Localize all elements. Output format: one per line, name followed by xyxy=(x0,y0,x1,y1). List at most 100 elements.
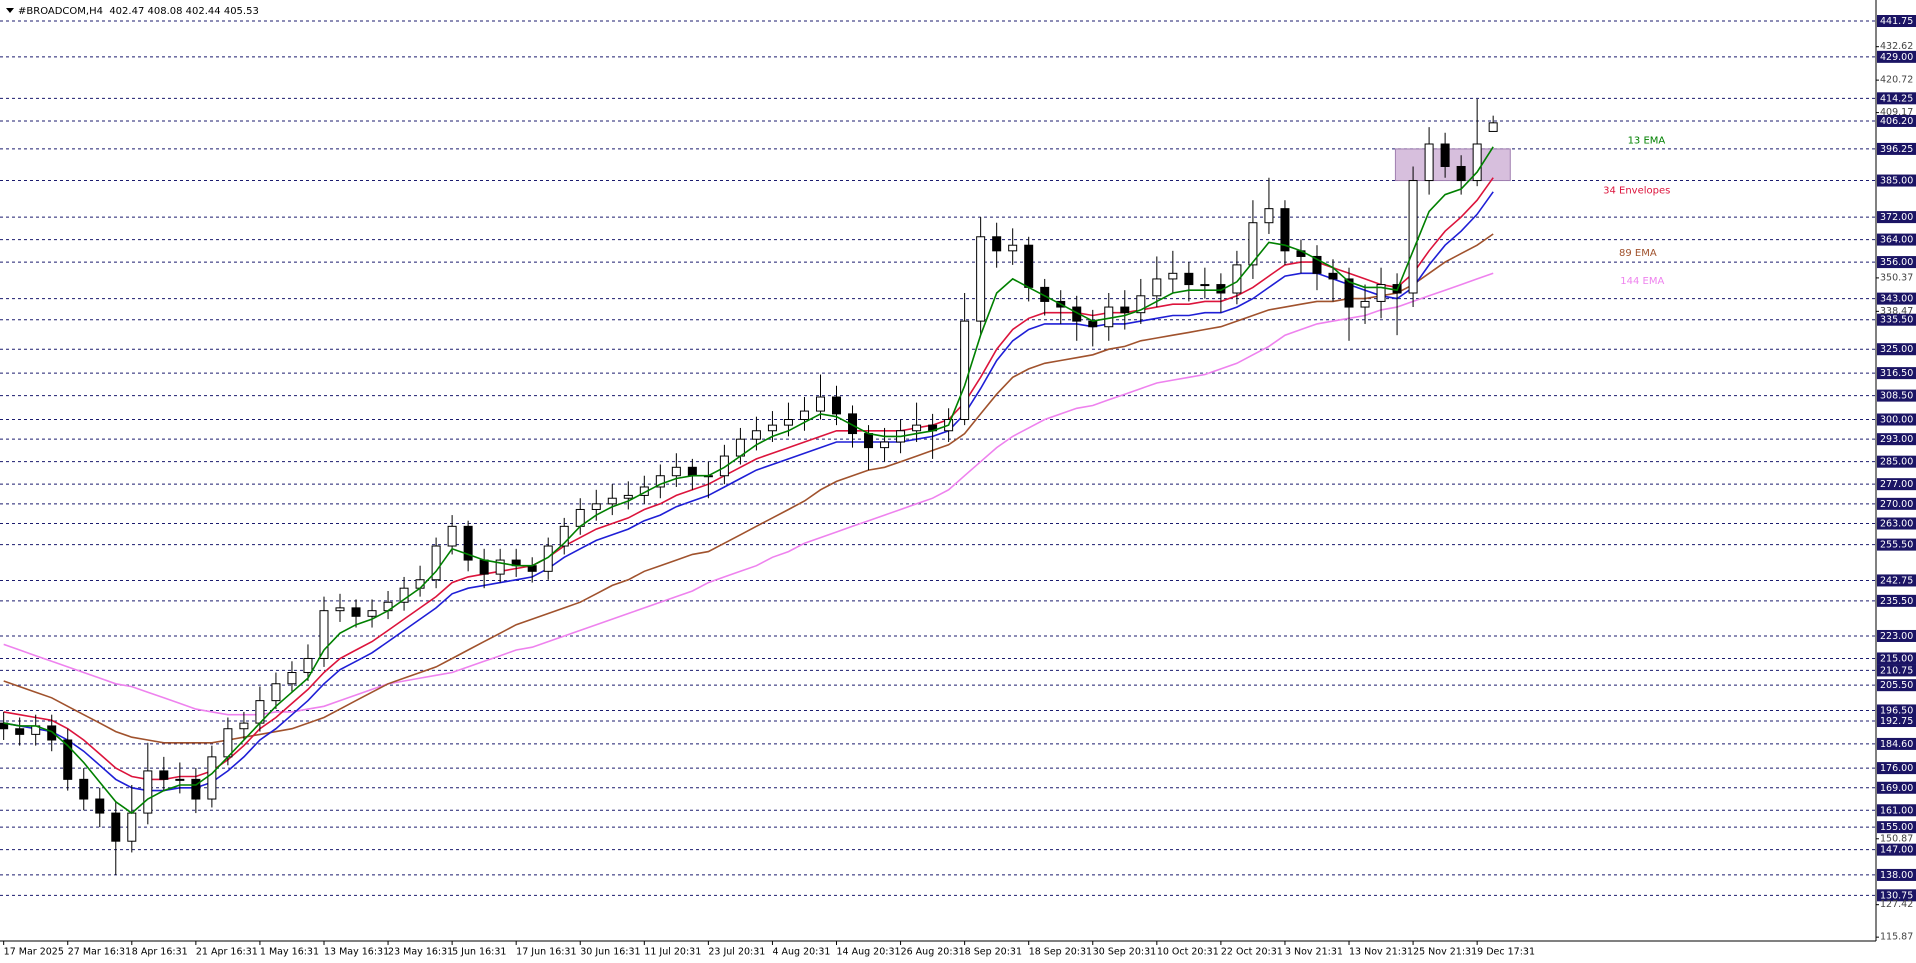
x-tick-label: 30 Jun 16:31 xyxy=(580,947,640,958)
x-tick-label: 22 Oct 20:31 xyxy=(1221,947,1283,958)
candle-body xyxy=(287,672,297,685)
candle-body xyxy=(95,798,105,814)
candle-body xyxy=(415,579,425,589)
level-label-box xyxy=(1877,781,1916,794)
envelope-lower xyxy=(3,191,1494,792)
x-tick-label: 25 Nov 21:31 xyxy=(1413,947,1477,958)
series-annotation: 13 EMA xyxy=(1628,136,1666,147)
x-tick-label: 30 Sep 20:31 xyxy=(1093,947,1156,958)
x-tick-label: 5 Jun 16:31 xyxy=(452,947,506,958)
candle-body xyxy=(864,433,874,449)
candle-body xyxy=(303,657,313,674)
candle-body xyxy=(143,770,153,814)
level-label-box xyxy=(1877,233,1916,246)
level-label-box xyxy=(1877,389,1916,402)
level-label-box xyxy=(1877,843,1916,856)
y-tick-label: 409.17 xyxy=(1880,107,1913,118)
level-label-box xyxy=(1877,679,1916,692)
level-label: 385.00 xyxy=(1880,176,1913,187)
level-label: 138.00 xyxy=(1880,870,1913,881)
x-tick-label: 4 Aug 20:31 xyxy=(772,947,830,958)
level-label-box xyxy=(1877,142,1916,155)
candle-body xyxy=(367,610,377,617)
level-label: 215.00 xyxy=(1880,653,1913,664)
x-tick-label: 27 Mar 16:31 xyxy=(68,947,131,958)
candle-body xyxy=(527,565,537,572)
candle-body xyxy=(1232,264,1242,294)
level-label: 372.00 xyxy=(1880,212,1913,223)
candle-body xyxy=(175,778,185,781)
candle-body xyxy=(1344,278,1354,308)
candle-body xyxy=(1424,143,1434,182)
level-label: 147.00 xyxy=(1880,845,1913,856)
level-label: 270.00 xyxy=(1880,499,1913,510)
level-label-box xyxy=(1877,889,1916,902)
candle-body xyxy=(15,728,25,735)
level-label-box xyxy=(1877,92,1916,105)
level-label: 235.50 xyxy=(1880,596,1913,607)
level-label-box xyxy=(1877,367,1916,380)
level-label-box xyxy=(1877,343,1916,356)
level-label: 205.50 xyxy=(1880,680,1913,691)
candle-body xyxy=(495,559,505,575)
level-label-box xyxy=(1877,174,1916,187)
level-label: 343.00 xyxy=(1880,294,1913,305)
x-tick-label: 3 Nov 21:31 xyxy=(1285,947,1343,958)
x-tick-label: 14 Aug 20:31 xyxy=(837,947,901,958)
candle-body xyxy=(351,607,361,617)
level-label-box xyxy=(1877,478,1916,491)
x-tick-label: 11 Jul 20:31 xyxy=(644,947,701,958)
y-tick-label: 420.72 xyxy=(1880,75,1913,86)
candle-body xyxy=(1360,300,1370,308)
candle-body xyxy=(976,236,986,322)
y-tick-label: 115.87 xyxy=(1880,932,1913,943)
y-tick-label: 150.87 xyxy=(1880,833,1913,844)
level-label: 429.00 xyxy=(1880,52,1913,63)
candle-body xyxy=(783,419,793,426)
level-label: 414.25 xyxy=(1880,93,1913,104)
level-label-box xyxy=(1877,292,1916,305)
candle-body xyxy=(1152,278,1162,297)
candle-body xyxy=(1168,272,1178,280)
candle-body xyxy=(767,424,777,432)
y-tick-label: 127.42 xyxy=(1880,899,1913,910)
level-label-box xyxy=(1877,433,1916,446)
candle-body xyxy=(1472,143,1482,182)
x-tick-label: 9 Dec 17:31 xyxy=(1477,947,1535,958)
candle-body xyxy=(47,725,57,741)
candle-body xyxy=(960,320,970,421)
level-label: 364.00 xyxy=(1880,235,1913,246)
level-label-box xyxy=(1877,594,1916,607)
candle-body xyxy=(1312,255,1322,274)
candle-body xyxy=(159,770,169,780)
candle-body xyxy=(431,545,441,581)
candle-body xyxy=(1120,306,1130,314)
candle-body xyxy=(239,722,249,730)
level-label-box xyxy=(1877,538,1916,551)
level-label-box xyxy=(1877,704,1916,717)
chart-title: #BROADCOM,H4 402.47 408.08 402.44 405.53 xyxy=(18,6,259,17)
x-tick-label: 8 Apr 16:31 xyxy=(132,947,188,958)
candle-body xyxy=(63,739,73,780)
ema-line xyxy=(3,272,1494,716)
y-tick-label: 432.62 xyxy=(1880,41,1913,52)
candle-body xyxy=(1008,244,1018,252)
candle-body xyxy=(335,607,345,612)
x-tick-label: 13 May 16:31 xyxy=(324,947,389,958)
x-tick-label: 23 May 16:31 xyxy=(388,947,453,958)
candle-body xyxy=(832,396,842,415)
menu-triangle xyxy=(6,8,14,13)
candle-body xyxy=(0,722,9,730)
level-label: 293.00 xyxy=(1880,434,1913,445)
candle-body xyxy=(223,728,233,758)
envelope-upper xyxy=(3,177,1494,781)
level-label: 210.75 xyxy=(1880,665,1913,676)
x-tick-label: 17 Mar 2025 xyxy=(4,947,64,958)
x-tick-label: 18 Sep 20:31 xyxy=(1029,947,1092,958)
candle-body xyxy=(1136,295,1146,314)
candle-body xyxy=(751,430,761,440)
level-label: 169.00 xyxy=(1880,783,1913,794)
level-label-box xyxy=(1877,762,1916,775)
candle-body xyxy=(607,497,617,505)
